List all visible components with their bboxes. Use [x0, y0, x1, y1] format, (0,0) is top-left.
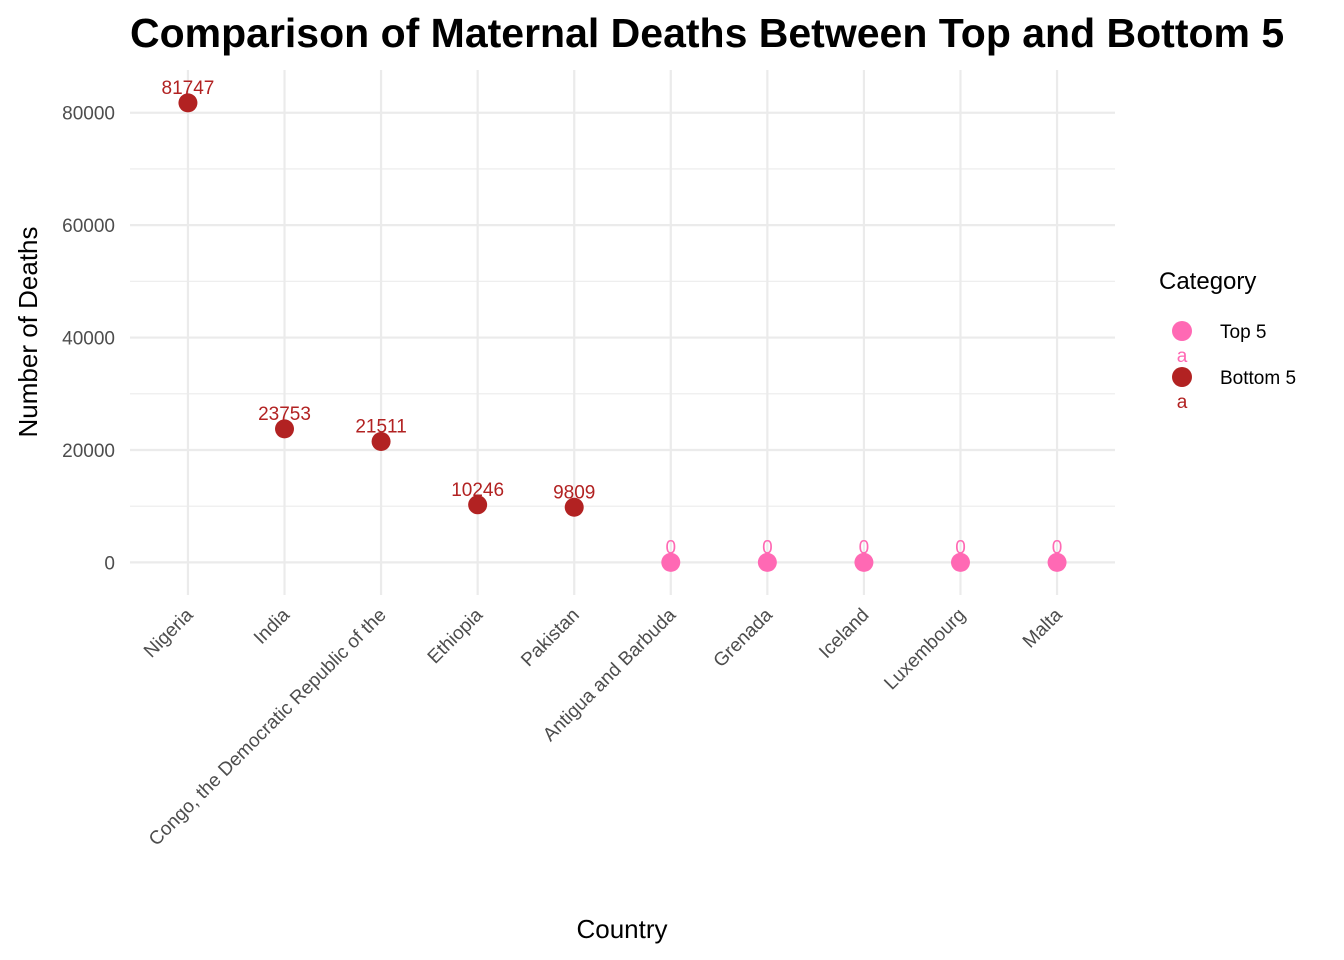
data-label: 23753: [258, 404, 311, 425]
x-tick-label: Pakistan: [517, 605, 583, 671]
y-tick-label: 0: [104, 553, 115, 574]
data-label: 0: [955, 537, 966, 558]
data-label: 21511: [355, 416, 406, 437]
y-axis-title: Number of Deaths: [13, 227, 43, 438]
x-tick-label: India: [250, 604, 294, 648]
y-axis-ticks: 0 20000 40000 60000 80000: [62, 104, 115, 575]
data-label: 10246: [451, 480, 504, 501]
x-tick-label: Malta: [1019, 604, 1067, 652]
x-tick-label: Iceland: [815, 605, 873, 663]
data-points: [178, 93, 1067, 572]
data-point: [275, 419, 295, 439]
data-point: [371, 431, 391, 451]
y-tick-label: 40000: [62, 329, 115, 350]
legend-label: Top 5: [1220, 322, 1266, 343]
x-tick-label: Luxembourg: [880, 605, 970, 695]
legend-title: Category: [1159, 268, 1256, 295]
chart-title: Comparison of Maternal Deaths Between To…: [130, 10, 1284, 56]
grid: [130, 70, 1115, 595]
data-labels: 81747 23753 21511 10246 9809 0 0 0 0 0: [162, 78, 1063, 558]
legend-key-point: [1172, 321, 1192, 341]
legend-label: Bottom 5: [1220, 368, 1296, 389]
data-point: [468, 495, 488, 515]
data-point: [661, 552, 681, 572]
x-tick-label: Nigeria: [140, 604, 198, 662]
legend-key-text: a: [1177, 392, 1188, 413]
data-point: [950, 552, 970, 572]
data-label: 0: [859, 537, 870, 558]
data-label: 0: [762, 537, 773, 558]
legend: Category a Top 5 a Bottom 5: [1159, 268, 1296, 413]
data-point: [854, 552, 874, 572]
x-tick-label: Grenada: [710, 604, 777, 671]
data-label: 9809: [553, 482, 595, 503]
legend-key-point: [1172, 367, 1192, 387]
y-tick-label: 60000: [62, 216, 115, 237]
x-tick-label: Ethiopia: [424, 604, 488, 668]
data-label: 0: [1052, 537, 1063, 558]
data-point: [564, 497, 584, 517]
data-label: 0: [665, 537, 676, 558]
data-label: 81747: [162, 78, 215, 99]
legend-key-text: a: [1177, 346, 1188, 367]
x-axis-title: Country: [576, 914, 667, 944]
y-tick-label: 20000: [62, 441, 115, 462]
data-point: [178, 93, 198, 113]
y-tick-label: 80000: [62, 104, 115, 125]
data-point: [1047, 552, 1067, 572]
data-point: [757, 552, 777, 572]
